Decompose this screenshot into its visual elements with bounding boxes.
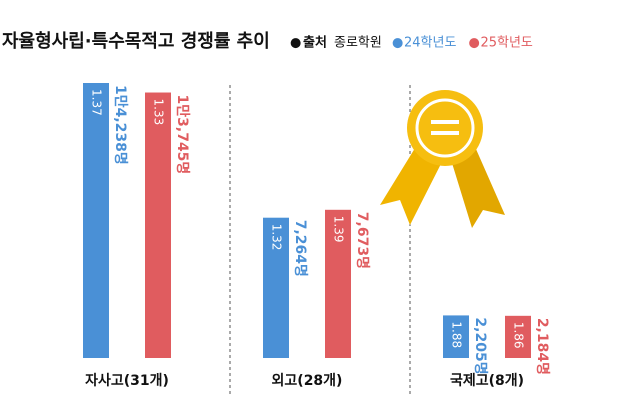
- source: ● 출처 종로학원: [290, 35, 382, 51]
- bar: [83, 83, 109, 358]
- legend-marker: ●: [468, 36, 479, 51]
- bar: [263, 217, 289, 358]
- medal-icon: [380, 90, 505, 228]
- ratio-label: 1.32: [270, 224, 284, 251]
- x-tick-label: 외고(28개): [272, 372, 343, 389]
- ratio-label: 1.88: [450, 321, 464, 348]
- legend-label: 25학년도: [480, 36, 532, 51]
- value-label: 7,673명: [354, 212, 371, 269]
- value-label: 1만3,745명: [174, 95, 191, 175]
- value-label: 7,264명: [292, 220, 309, 277]
- ratio-label: 1.33: [152, 99, 166, 126]
- ratio-label: 1.86: [512, 322, 526, 349]
- legend-label: 24학년도: [404, 36, 456, 51]
- source-name: 종로학원: [334, 36, 382, 51]
- x-tick-label: 국제고(8개): [450, 373, 524, 389]
- source-label: 출처: [303, 35, 327, 51]
- source-marker: ●: [290, 36, 301, 51]
- chart-title: 자율형사립·특수목적고 경쟁률 추이: [2, 31, 270, 52]
- bar: [325, 209, 351, 358]
- ratio-label: 1.37: [90, 89, 104, 116]
- bar: [443, 315, 469, 358]
- bar: [505, 315, 531, 358]
- value-label: 2,205명: [472, 317, 489, 374]
- ratio-label: 1.39: [332, 216, 346, 243]
- value-label: 2,184명: [534, 318, 551, 375]
- x-tick-label: 자사고(31개): [85, 373, 169, 389]
- value-label: 1만4,238명: [112, 85, 129, 165]
- bar: [145, 92, 171, 358]
- legend-marker: ●: [392, 36, 403, 51]
